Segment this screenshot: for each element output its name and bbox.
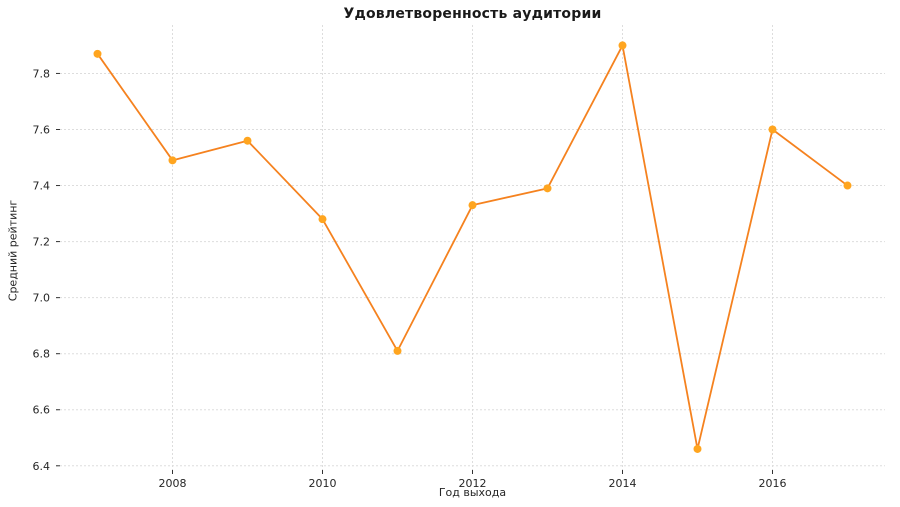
x-tick-label: 2014 xyxy=(609,477,637,490)
data-point xyxy=(468,201,477,210)
grid-lines xyxy=(56,25,885,470)
x-tick-label: 2010 xyxy=(309,477,337,490)
x-tick-label: 2012 xyxy=(459,477,487,490)
data-point xyxy=(393,346,402,355)
tick-labels: 6.4 6.6 6.8 7.0 7.2 7.4 7.6 7.8 2008 2010 2012 2014… xyxy=(33,67,787,490)
y-tick-label: 7.8 xyxy=(33,67,51,80)
y-tick-label: 7.0 xyxy=(33,292,51,305)
y-axis-label: Средний рейтинг xyxy=(6,199,20,302)
data-point xyxy=(693,444,702,453)
x-tick-label: 2008 xyxy=(159,477,187,490)
y-tick-label: 6.4 xyxy=(33,460,51,473)
data-point xyxy=(318,215,327,224)
data-point xyxy=(768,125,777,134)
x-axis-label: Год выхода xyxy=(438,486,507,499)
x-tick-label: 2016 xyxy=(759,477,787,490)
data-point xyxy=(843,181,852,190)
y-tick-label: 7.4 xyxy=(33,180,51,193)
data-point xyxy=(168,156,177,165)
data-point xyxy=(618,41,627,50)
y-tick-label: 7.6 xyxy=(33,123,51,136)
data-points xyxy=(93,41,852,453)
data-point xyxy=(543,184,552,193)
y-tick-label: 7.2 xyxy=(33,236,51,249)
y-tick-label: 6.8 xyxy=(33,348,51,361)
data-point xyxy=(243,136,252,145)
chart-title: Удовлетворенность аудитории xyxy=(343,6,602,22)
tick-marks xyxy=(56,72,773,474)
y-tick-label: 6.6 xyxy=(33,404,51,417)
data-point xyxy=(93,49,102,58)
